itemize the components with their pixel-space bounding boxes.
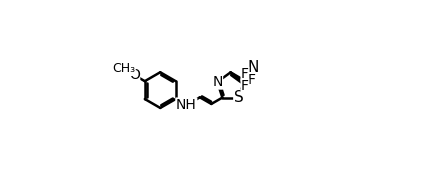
Text: NH: NH: [175, 98, 196, 112]
Text: S: S: [233, 90, 243, 105]
Text: F: F: [240, 79, 248, 93]
Text: N: N: [247, 60, 258, 75]
Text: CH₃: CH₃: [112, 62, 135, 75]
Text: F: F: [247, 73, 255, 87]
Text: F: F: [240, 67, 248, 81]
Text: O: O: [129, 68, 139, 82]
Text: N: N: [212, 75, 222, 89]
